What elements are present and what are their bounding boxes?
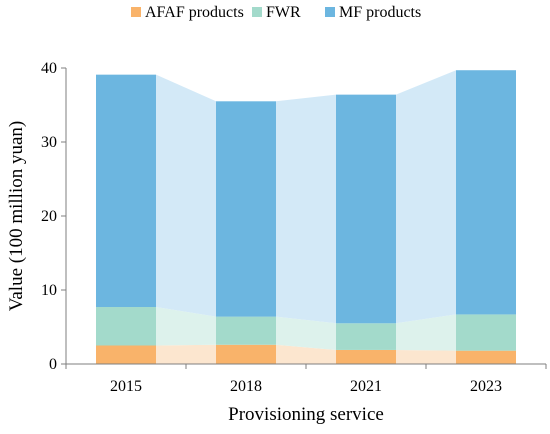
bar-segment	[96, 74, 156, 308]
connector-band	[156, 74, 216, 317]
y-ticks: 0 10 20 30 40	[41, 60, 66, 373]
connector-band	[396, 70, 456, 324]
bar-segment	[216, 316, 276, 345]
legend: AFAF products FWR MF products	[131, 4, 421, 21]
x-tick-label: 2015	[110, 378, 142, 395]
connector-band	[276, 344, 336, 364]
connector-bands	[156, 70, 456, 364]
connector-band	[156, 344, 216, 364]
bar-segment	[336, 94, 396, 324]
legend-label: AFAF products	[145, 4, 244, 21]
x-ticks: 2015 2018 2021 2023	[65, 364, 547, 395]
bar-segment	[216, 344, 276, 364]
y-tick-label: 0	[49, 356, 57, 373]
x-tick-label: 2018	[230, 378, 262, 395]
connector-band	[396, 349, 456, 364]
y-tick-label: 20	[41, 208, 57, 225]
x-axis-title: Provisioning service	[228, 404, 384, 425]
x-tick-label: 2021	[350, 378, 382, 395]
legend-swatch	[252, 7, 262, 17]
bars	[96, 70, 516, 364]
legend-swatch	[131, 7, 141, 17]
bar-segment	[96, 307, 156, 346]
legend-swatch	[325, 7, 335, 17]
y-axis-title: Value (100 million yuan)	[6, 121, 27, 312]
bar-segment	[456, 314, 516, 351]
bar-segment	[96, 345, 156, 364]
x-tick-label: 2023	[470, 378, 502, 395]
bar-segment	[456, 70, 516, 315]
connector-band	[276, 316, 336, 350]
bar-segment	[336, 323, 396, 350]
y-tick-label: 40	[41, 60, 57, 77]
legend-label: MF products	[339, 4, 421, 21]
connector-band	[156, 307, 216, 346]
y-tick-label: 30	[41, 134, 57, 151]
bar-segment	[336, 349, 396, 364]
legend-label: FWR	[266, 4, 301, 21]
y-tick-label: 10	[41, 282, 57, 299]
connector-band	[276, 94, 336, 324]
bar-segment	[456, 350, 516, 364]
bar-segment	[216, 101, 276, 317]
connector-band	[396, 314, 456, 351]
